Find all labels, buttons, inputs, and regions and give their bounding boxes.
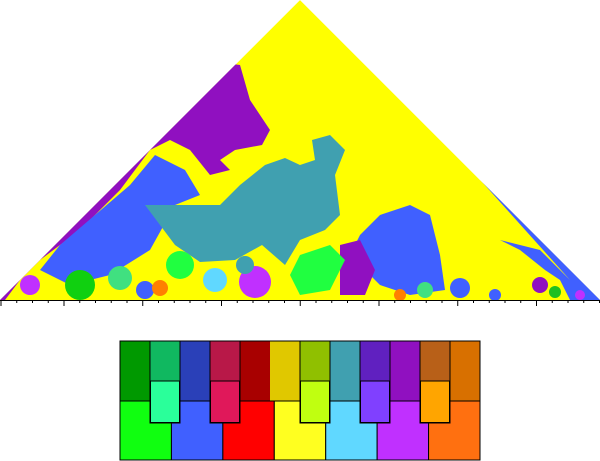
region [417, 282, 433, 298]
region [239, 266, 271, 298]
key-top [270, 341, 300, 401]
region [136, 281, 154, 299]
triangle-plot [0, 0, 600, 300]
key-top [180, 341, 210, 401]
black-key-lower [420, 380, 450, 423]
region [65, 270, 95, 300]
region [195, 130, 230, 165]
region [166, 251, 194, 279]
black-key-lower [150, 380, 180, 423]
key-top [330, 341, 360, 401]
key-legend [119, 340, 481, 461]
region [340, 240, 375, 295]
region [532, 277, 548, 293]
key-top [120, 341, 150, 401]
region [489, 289, 501, 300]
x-axis [0, 300, 600, 306]
region [0, 60, 270, 300]
region [450, 278, 470, 298]
region [290, 245, 345, 295]
key-top [390, 341, 420, 401]
key-top [240, 341, 270, 401]
black-key-lower [210, 380, 240, 423]
black-key-lower [300, 380, 330, 423]
key-top [450, 341, 480, 401]
black-key-lower [360, 380, 390, 423]
region [203, 268, 227, 292]
region [20, 275, 40, 295]
region [549, 286, 561, 298]
legend-border [119, 340, 481, 461]
region [108, 266, 132, 290]
region [40, 155, 200, 285]
region [394, 289, 406, 300]
region [575, 290, 585, 300]
region [145, 135, 345, 265]
region [152, 280, 168, 296]
region [236, 256, 254, 274]
